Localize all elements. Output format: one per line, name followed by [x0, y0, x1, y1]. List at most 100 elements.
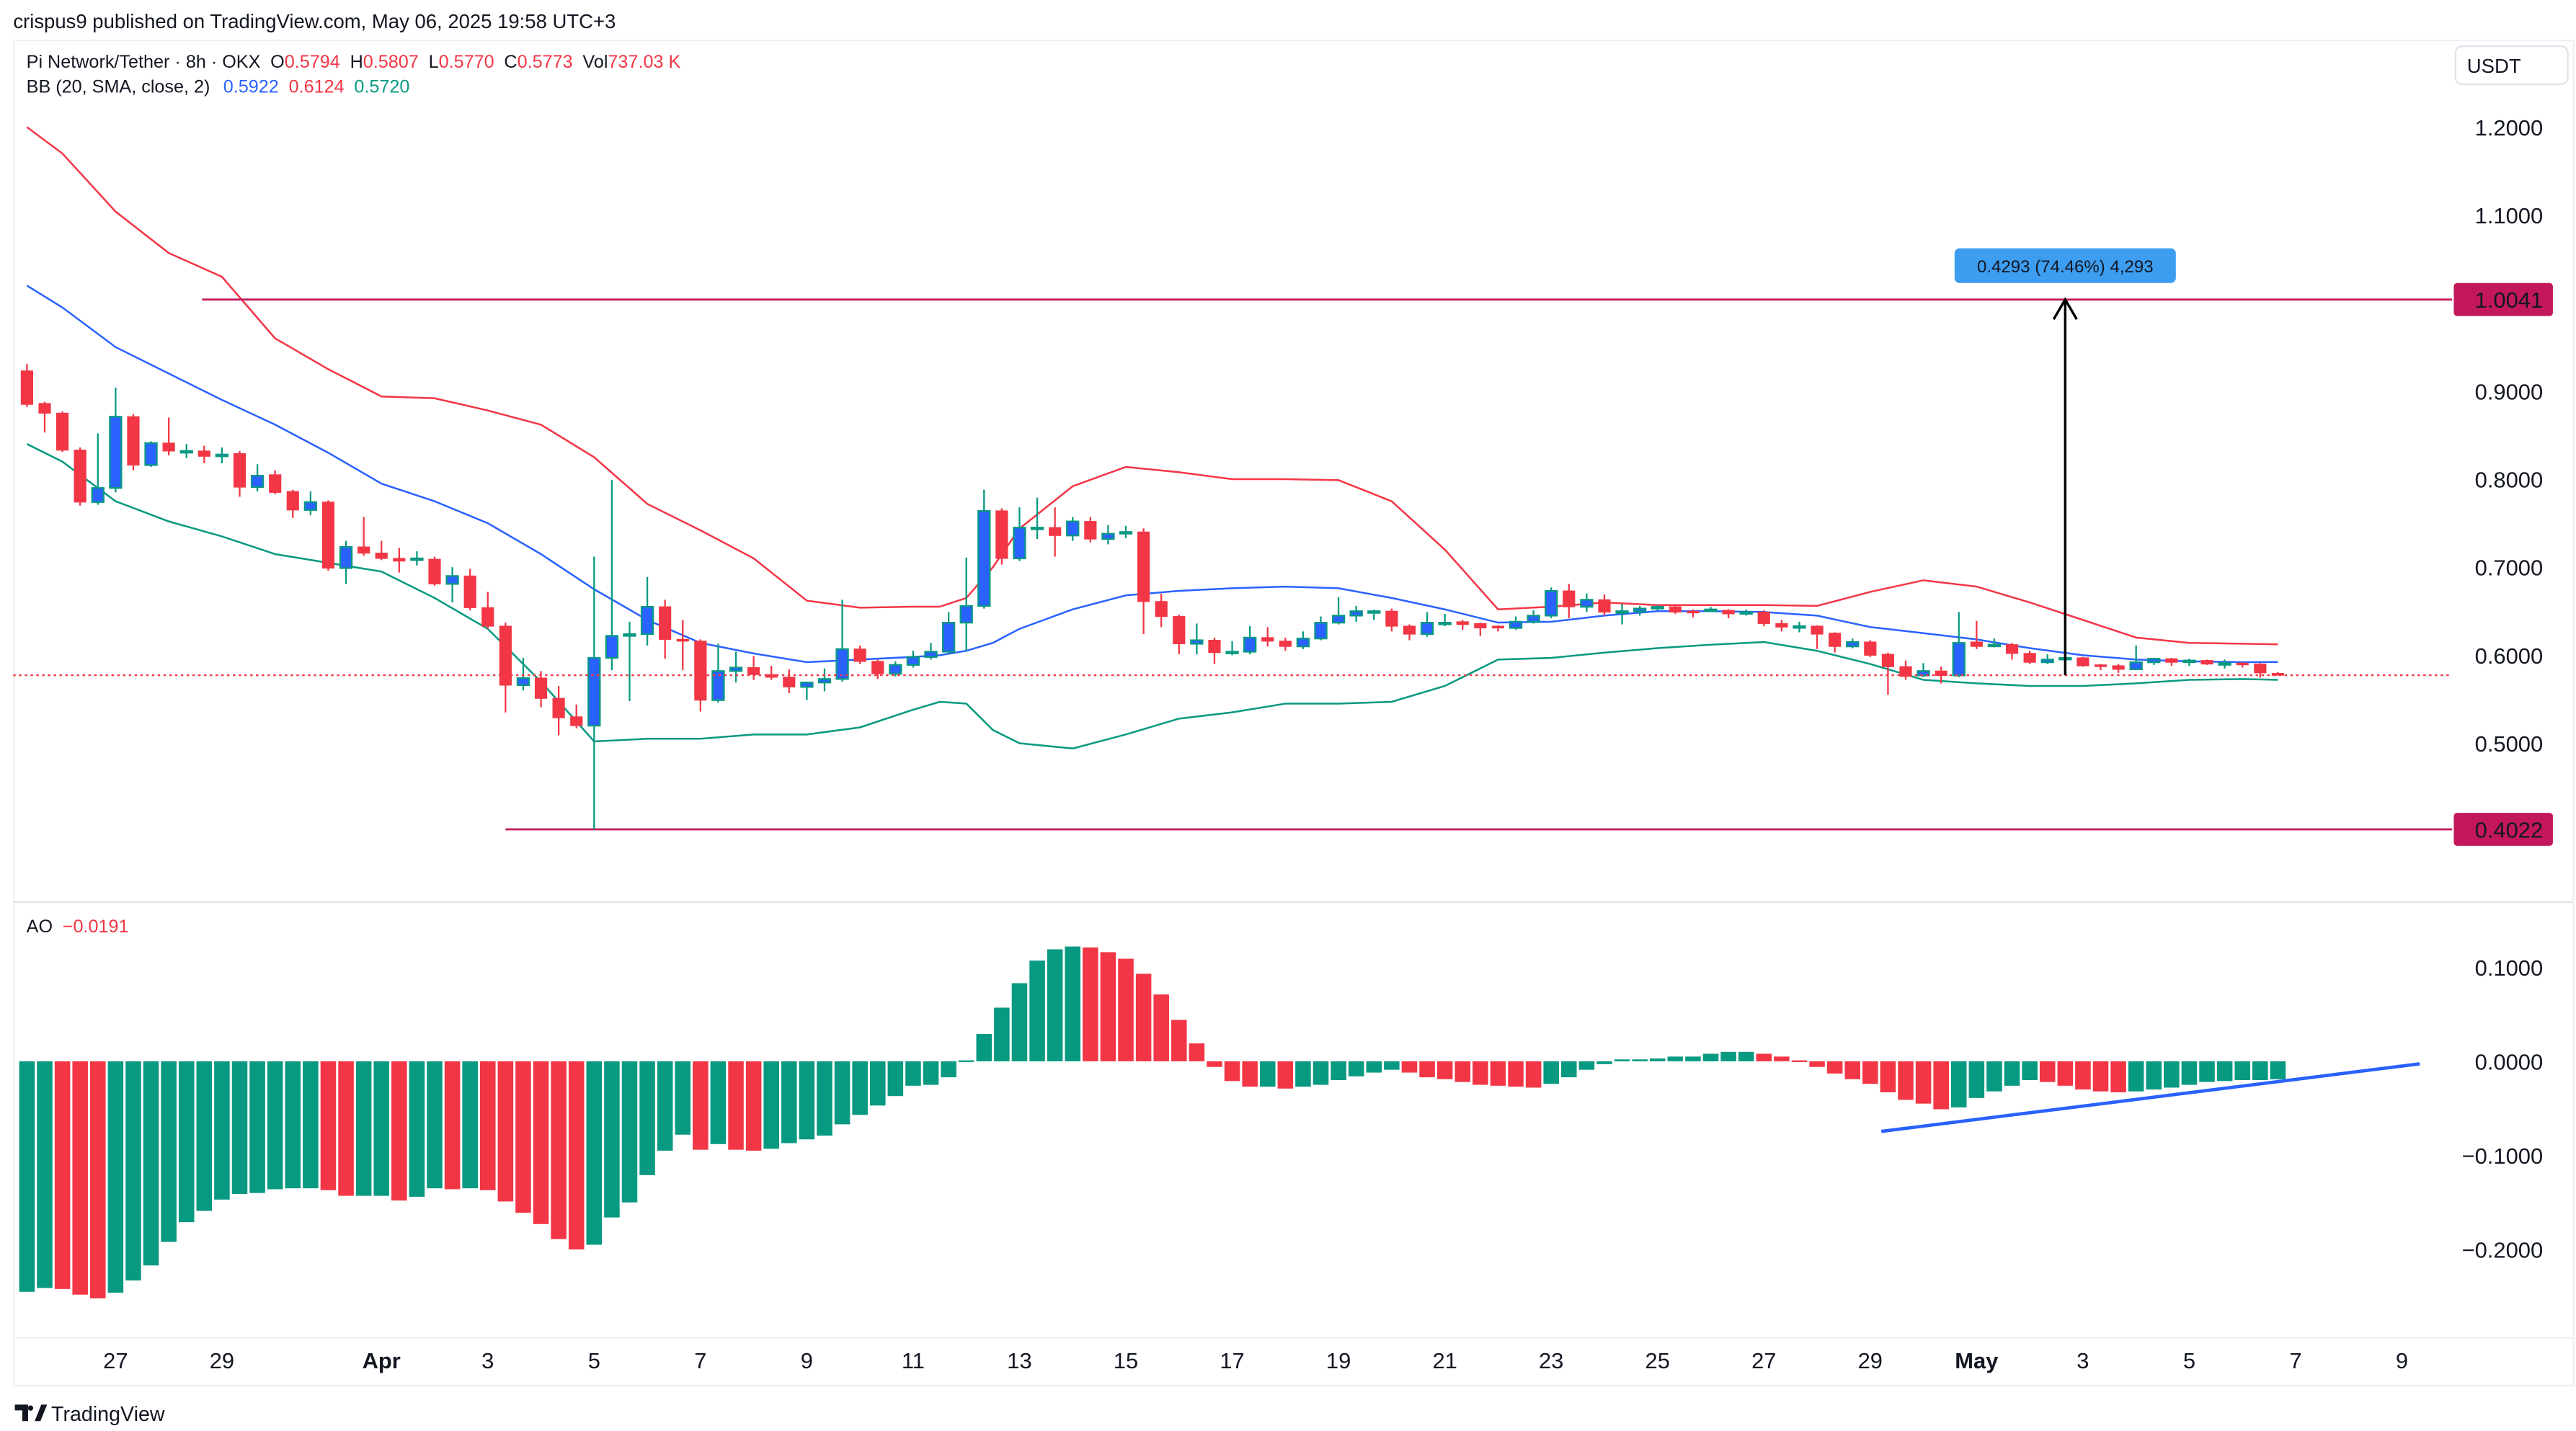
ao-bar — [373, 1061, 389, 1196]
ao-bar — [1259, 1061, 1276, 1087]
candle-body — [711, 670, 725, 701]
ao-bar — [2075, 1061, 2091, 1090]
ao-bar — [1933, 1061, 1949, 1110]
candle-body — [1580, 599, 1594, 608]
candle-body — [1049, 527, 1062, 536]
ao-bar — [125, 1061, 141, 1281]
candle-body — [1173, 616, 1186, 645]
candle-body — [250, 474, 265, 489]
candle — [1296, 631, 1310, 649]
price-tick-label: 0.9000 — [2475, 379, 2544, 404]
candle — [2200, 659, 2213, 665]
ao-tick-label: −0.2000 — [2462, 1237, 2544, 1262]
candle-body — [1119, 531, 1133, 535]
candle-body — [941, 622, 956, 653]
candle — [1084, 517, 1097, 543]
candle-body — [445, 575, 459, 585]
candle-body — [1385, 610, 1398, 627]
candle — [1987, 638, 2002, 648]
tradingview-logo[interactable]: TradingView — [14, 1403, 165, 1426]
price-range-measure[interactable]: 0.4293 (74.46%) 4,293 — [1954, 248, 2176, 676]
ao-bar — [958, 1060, 974, 1062]
candle-body — [463, 575, 476, 608]
candle-body — [321, 501, 335, 569]
candle-body — [1899, 666, 1912, 677]
candle — [605, 480, 619, 671]
main-legend: Pi Network/Tether · 8h · OKX O0.5794 H0.58… — [27, 52, 681, 937]
time-tick-label: 29 — [1858, 1348, 1883, 1373]
time-tick-label: 5 — [2183, 1348, 2195, 1373]
candle-body — [2200, 660, 2213, 665]
ao-bar — [497, 1061, 514, 1202]
candle — [1049, 507, 1062, 557]
candle-body — [1793, 625, 1806, 629]
ao-bar — [1508, 1061, 1524, 1087]
ao-bar — [1685, 1056, 1701, 1061]
time-tick-label: May — [1955, 1348, 1999, 1373]
candle-body — [889, 664, 902, 675]
candle-body — [303, 501, 318, 511]
candle — [2040, 654, 2054, 664]
candle-body — [2040, 659, 2054, 664]
candle — [463, 569, 476, 611]
currency-button[interactable]: USDT — [2454, 45, 2569, 85]
time-tick-label: 25 — [1645, 1348, 1670, 1373]
currency-button-frame[interactable] — [2454, 45, 2569, 85]
candle-body — [1651, 606, 1664, 610]
symbol-title[interactable]: Pi Network/Tether · 8h · OKX — [27, 52, 261, 72]
ao-bar — [817, 1061, 832, 1136]
ao-bar — [1614, 1059, 1630, 1061]
candle — [1829, 632, 1842, 653]
candle — [2005, 643, 2019, 660]
candle — [1899, 660, 1912, 680]
ao-bar — [1561, 1061, 1577, 1078]
candle — [91, 433, 105, 505]
candle — [2023, 651, 2036, 664]
candle — [445, 567, 459, 603]
horizontal-levels[interactable]: 1.0041 0.4022 — [202, 282, 2553, 846]
candle — [853, 645, 866, 664]
ao-bar — [1844, 1061, 1860, 1079]
candle-body — [162, 442, 175, 452]
ao-bar — [1649, 1058, 1666, 1061]
candle-body — [1722, 610, 1735, 615]
ao-bar — [1950, 1061, 1967, 1107]
ao-bar — [391, 1061, 407, 1201]
candle-body — [38, 403, 51, 414]
candle — [1704, 607, 1718, 612]
ao-bar — [1189, 1043, 1205, 1061]
ao-legend[interactable]: AO −0.0191 — [27, 917, 129, 937]
ao-bar — [976, 1034, 992, 1061]
price-axis[interactable]: 1.2000 1.1000 0.9000 0.8000 0.7000 0.6000 0.50… — [2475, 115, 2544, 757]
ao-trendline[interactable] — [1880, 1062, 2420, 1133]
time-axis[interactable]: 27 29 Apr 3 5 7 9 11 13 15 17 19 21 23 25 27 29 May 3 5 7 9 — [103, 1348, 2408, 1373]
bb-legend[interactable]: BB (20, SMA, close, 2) 0.5922 0.6124 0.5720 — [27, 76, 410, 97]
candle-body — [1757, 611, 1770, 624]
candle — [2254, 663, 2267, 678]
candle — [1527, 610, 1540, 624]
candle — [1385, 608, 1398, 632]
ao-bar — [1543, 1061, 1559, 1084]
level-price-tag — [2453, 282, 2553, 316]
candle-body — [747, 667, 760, 675]
ao-bar — [1915, 1061, 1932, 1104]
candle-body — [1970, 641, 1983, 647]
volume-value: 737.03 K — [608, 52, 680, 72]
candle — [640, 576, 654, 646]
candle-body — [552, 697, 565, 718]
candle — [1598, 594, 1611, 616]
time-tick-label: 23 — [1539, 1348, 1563, 1373]
candle — [941, 612, 956, 654]
ao-bar — [1047, 949, 1063, 1061]
candle-body — [1864, 641, 1877, 656]
candle-body — [1687, 610, 1700, 614]
candle-body — [215, 453, 229, 458]
ao-bar — [2057, 1061, 2074, 1086]
candle — [393, 548, 406, 573]
candle-body — [481, 607, 494, 627]
candle — [215, 447, 229, 464]
ao-axis[interactable]: 0.1000 0.0000 −0.1000 −0.2000 — [2462, 955, 2544, 1263]
bb-upper-line — [26, 126, 2278, 646]
volume-label: Vol — [582, 52, 608, 72]
